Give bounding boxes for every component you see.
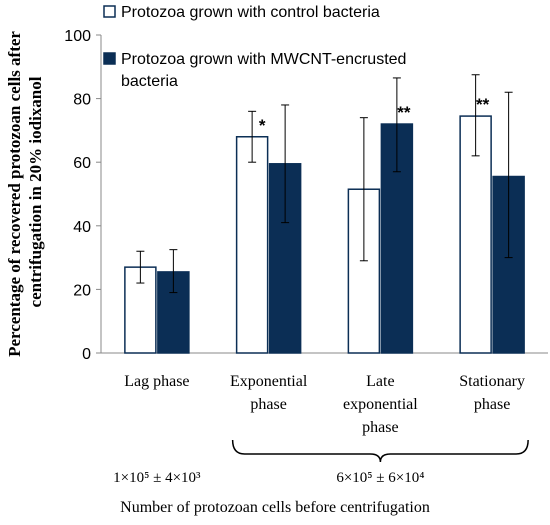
category-label-3: exponential bbox=[343, 396, 418, 413]
y-tick-label: 60 bbox=[73, 155, 91, 172]
bar-series-1-cat-2 bbox=[235, 136, 269, 354]
legend-label-1: Protozoa grown with control bacteria bbox=[121, 4, 380, 21]
y-axis-title: Percentage of recovered protozoan cells … bbox=[5, 27, 45, 357]
group-notes: 1×10⁵ ± 4×10³ 6×10⁵ ± 6×10⁴ bbox=[113, 439, 529, 486]
y-tick-label: 40 bbox=[73, 219, 91, 236]
significance-marker: ** bbox=[397, 103, 411, 122]
category-label-2: Exponential bbox=[230, 373, 308, 390]
group-note-2: 6×10⁵ ± 6×10⁴ bbox=[336, 470, 424, 486]
category-label-3: Late bbox=[366, 373, 394, 390]
group-bracket bbox=[231, 439, 529, 463]
x-axis-title: Number of protozoan cells before centrif… bbox=[120, 499, 430, 516]
significance-marker: * bbox=[259, 116, 266, 135]
category-label-2: phase bbox=[250, 396, 286, 413]
category-label-1: Lag phase bbox=[124, 373, 189, 390]
category-label-3: phase bbox=[362, 419, 398, 436]
y-tick-label: 100 bbox=[64, 28, 91, 45]
y-axis-title-line-2: centrifugation in 20% iodixanol bbox=[26, 76, 45, 307]
legend-swatch-2 bbox=[103, 52, 116, 65]
significance-marker: ** bbox=[476, 95, 490, 114]
y-tick-label: 0 bbox=[82, 346, 91, 363]
y-axis-title-line-1: Percentage of recovered protozoan cells … bbox=[5, 31, 24, 357]
legend-label-2: bacteria bbox=[121, 73, 178, 90]
category-labels: Lag phase Exponential phase Late exponential… bbox=[124, 373, 525, 436]
legend: Protozoa grown with control bacteria Prot… bbox=[103, 4, 406, 90]
group-note-1: 1×10⁵ ± 4×10³ bbox=[113, 470, 201, 486]
y-tick-label: 80 bbox=[73, 92, 91, 109]
category-label-4: Stationary bbox=[459, 373, 525, 390]
category-label-4: phase bbox=[474, 396, 510, 413]
legend-label-2: Protozoa grown with MWCNT-encrusted bbox=[121, 51, 406, 68]
legend-swatch-1 bbox=[103, 5, 116, 18]
y-tick-label: 20 bbox=[73, 282, 91, 299]
